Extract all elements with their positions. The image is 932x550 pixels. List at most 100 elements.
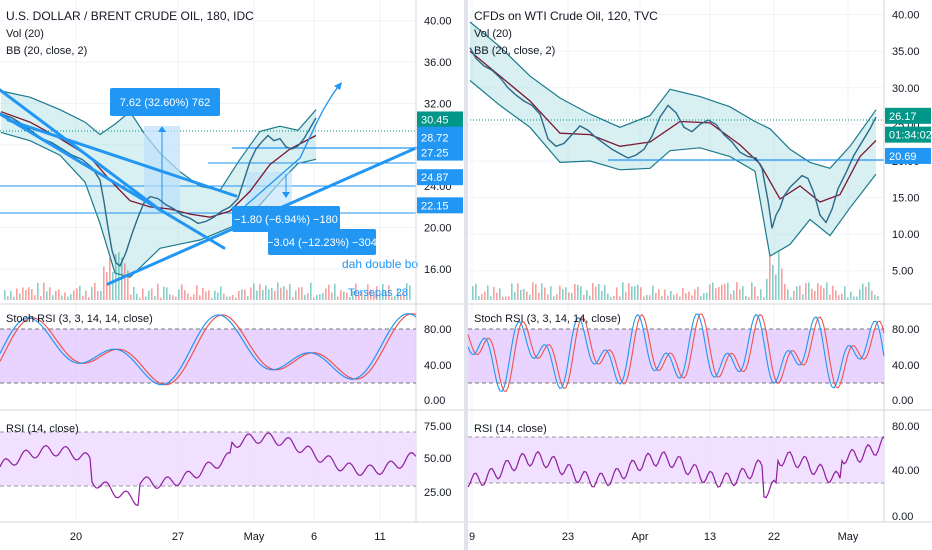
- volume-bar: [400, 293, 402, 300]
- text-note[interactable]: dah double bo: [342, 257, 418, 271]
- volume-bar: [535, 284, 537, 300]
- volume-bar: [805, 283, 807, 300]
- volume-bar: [241, 289, 243, 300]
- volume-bar: [148, 290, 150, 300]
- volume-bar: [316, 295, 318, 300]
- volume-bar: [850, 291, 852, 300]
- volume-bar: [175, 296, 177, 300]
- left-stoch-band: [0, 329, 416, 383]
- volume-bar: [790, 297, 792, 300]
- volume-bar: [406, 283, 408, 300]
- layout-divider[interactable]: [464, 0, 468, 550]
- volume-bar: [73, 290, 75, 300]
- time-tick-label: 22: [768, 531, 780, 543]
- price-label-text: 01:34:02: [889, 130, 932, 142]
- volume-bar: [796, 286, 798, 300]
- volume-bar: [397, 288, 399, 300]
- volume-bar: [553, 296, 555, 300]
- price-label-text: 30.45: [421, 114, 449, 126]
- price-label-badge: [885, 126, 931, 143]
- volume-bar: [766, 278, 768, 300]
- price-label-text: 20.69: [889, 151, 917, 163]
- volume-bar: [487, 285, 489, 300]
- right-rsi-line: [467, 436, 885, 499]
- volume-bar: [523, 288, 525, 300]
- stoch-tick-label: 40.00: [892, 360, 920, 372]
- price-label-badge: [885, 147, 931, 164]
- time-tick-label: 11: [374, 531, 385, 543]
- volume-bar: [7, 296, 9, 300]
- volume-bar: [658, 289, 660, 300]
- trendline[interactable]: [6, 118, 238, 198]
- right-stoch-k-line: [467, 313, 885, 393]
- volume-bar: [754, 286, 756, 300]
- volume-bar: [355, 283, 357, 300]
- volume-bar: [727, 282, 729, 300]
- volume-bar: [346, 292, 348, 300]
- volume-bar: [106, 272, 108, 300]
- text-note-2[interactable]: Tersepas 28: [348, 287, 408, 299]
- price-label-badge: [417, 144, 463, 161]
- measure-label-up[interactable]: [110, 88, 220, 116]
- volume-bar: [10, 290, 12, 300]
- price-label-text: 24.87: [421, 172, 449, 184]
- measure-label-low[interactable]: [268, 229, 376, 255]
- left-time-axis[interactable]: 20 27 May 6 11: [70, 531, 386, 543]
- volume-bar: [793, 290, 795, 300]
- volume-bar: [877, 296, 879, 300]
- volume-bar: [385, 291, 387, 300]
- left-rsi-line: [0, 432, 417, 507]
- arrow-down-icon: [282, 192, 290, 198]
- measure-label-mid[interactable]: [232, 206, 340, 232]
- arrow-icon: [334, 82, 342, 90]
- volume-bar: [250, 287, 252, 300]
- volume-bar: [151, 288, 153, 300]
- price-tick-label: 15.00: [892, 193, 920, 205]
- stoch-tick-label: 40.00: [424, 360, 452, 372]
- right-price-labels: 26.17 01:34:02 20.69: [885, 107, 932, 164]
- volume-bar: [559, 285, 561, 300]
- volume-bar: [61, 295, 63, 300]
- rsi-tick-label: 50.00: [424, 453, 452, 465]
- volume-bar: [187, 293, 189, 300]
- projection-path[interactable]: [235, 83, 341, 215]
- right-time-axis[interactable]: 9 23 Apr 13 22 May: [469, 531, 859, 543]
- right-bollinger-upper: [469, 21, 877, 169]
- volume-bar: [868, 282, 870, 300]
- volume-bar: [577, 284, 579, 300]
- price-label-badge: [417, 129, 463, 146]
- volume-bar: [256, 290, 258, 300]
- volume-bar: [349, 297, 351, 300]
- volume-bar: [550, 286, 552, 300]
- volume-bar: [655, 293, 657, 300]
- volume-bar: [853, 296, 855, 300]
- trendline[interactable]: [0, 112, 226, 250]
- volume-bar: [67, 296, 69, 300]
- volume-bar: [784, 283, 786, 300]
- volume-bar: [115, 254, 117, 300]
- volume-bar: [361, 291, 363, 300]
- volume-bar: [706, 292, 708, 300]
- left-stoch-label: Stoch RSI (3, 3, 14, 14, close): [6, 313, 153, 325]
- volume-bar: [283, 285, 285, 300]
- volume-bar: [709, 284, 711, 300]
- volume-bar: [52, 295, 54, 300]
- volume-bar: [37, 282, 39, 300]
- right-rsi-axis: 80.00 40.00 0.00: [892, 421, 920, 523]
- volume-bar: [748, 297, 750, 300]
- volume-bar: [247, 296, 249, 300]
- volume-bar: [703, 293, 705, 300]
- volume-bar: [334, 283, 336, 300]
- trendline[interactable]: [0, 88, 162, 212]
- volume-bar: [769, 256, 771, 300]
- volume-bar: [541, 283, 543, 300]
- volume-bar: [19, 293, 21, 300]
- price-tick-label: 16.00: [424, 264, 452, 276]
- volume-bar: [208, 290, 210, 300]
- volume-bar: [775, 274, 777, 300]
- volume-bar: [676, 293, 678, 300]
- volume-bar: [682, 288, 684, 300]
- volume-bar: [394, 295, 396, 300]
